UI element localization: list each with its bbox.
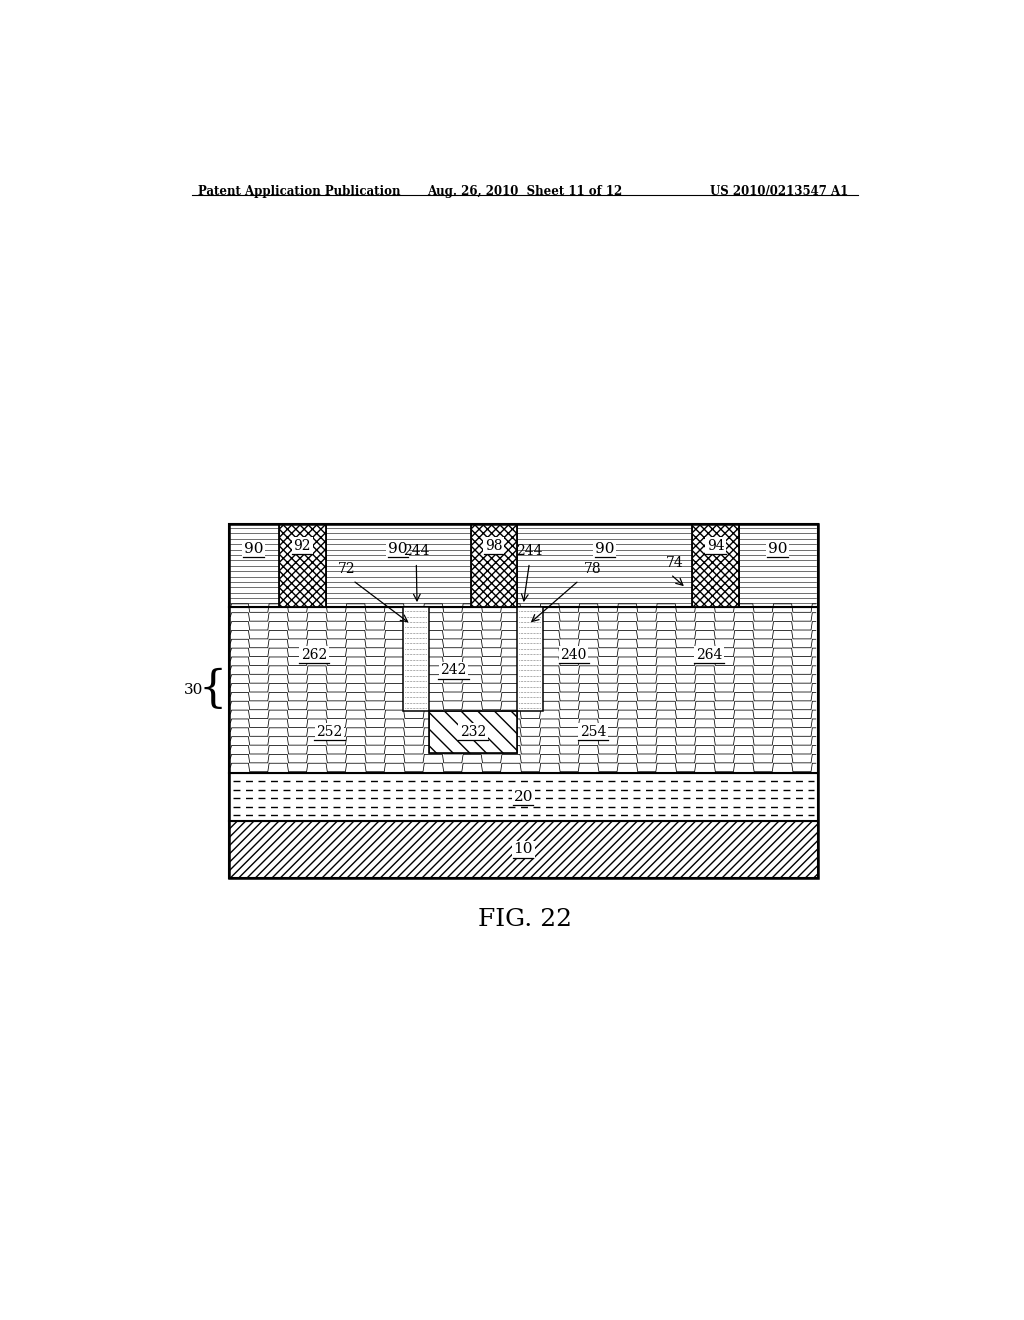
Text: Aug. 26, 2010  Sheet 11 of 12: Aug. 26, 2010 Sheet 11 of 12 <box>427 185 623 198</box>
Bar <box>403 607 429 711</box>
Text: 264: 264 <box>696 648 723 663</box>
Text: 244: 244 <box>403 544 429 558</box>
Text: 242: 242 <box>440 664 467 677</box>
Text: 254: 254 <box>580 725 606 739</box>
Bar <box>228 524 818 607</box>
Text: 90: 90 <box>768 541 787 556</box>
Bar <box>471 524 517 607</box>
Bar <box>228 821 818 878</box>
Text: 232: 232 <box>460 725 486 739</box>
Text: 94: 94 <box>707 539 724 553</box>
Bar <box>228 774 818 821</box>
Bar <box>429 711 517 752</box>
Text: 262: 262 <box>301 648 327 663</box>
Text: 30: 30 <box>183 682 203 697</box>
Text: 92: 92 <box>294 539 311 553</box>
Text: Patent Application Publication: Patent Application Publication <box>198 185 400 198</box>
Bar <box>471 524 517 607</box>
Bar <box>228 607 818 774</box>
Bar <box>228 524 818 878</box>
Text: {: { <box>199 668 226 711</box>
Bar <box>228 821 818 878</box>
Text: 20: 20 <box>513 789 534 804</box>
Bar <box>692 524 738 607</box>
Text: 252: 252 <box>316 725 343 739</box>
Text: 98: 98 <box>485 539 503 553</box>
Text: 90: 90 <box>388 541 408 556</box>
Text: 90: 90 <box>244 541 263 556</box>
Bar <box>280 524 326 607</box>
Bar <box>517 607 543 711</box>
Text: FIG. 22: FIG. 22 <box>478 908 571 931</box>
Bar <box>429 711 517 752</box>
Bar <box>692 524 738 607</box>
Bar <box>280 524 326 607</box>
Text: 72: 72 <box>338 562 355 576</box>
Text: US 2010/0213547 A1: US 2010/0213547 A1 <box>711 185 849 198</box>
Text: 90: 90 <box>595 541 614 556</box>
Text: 10: 10 <box>513 842 534 857</box>
Text: 74: 74 <box>666 556 683 570</box>
Text: 244: 244 <box>516 544 543 558</box>
Text: 240: 240 <box>560 648 587 663</box>
Text: 78: 78 <box>584 562 601 576</box>
